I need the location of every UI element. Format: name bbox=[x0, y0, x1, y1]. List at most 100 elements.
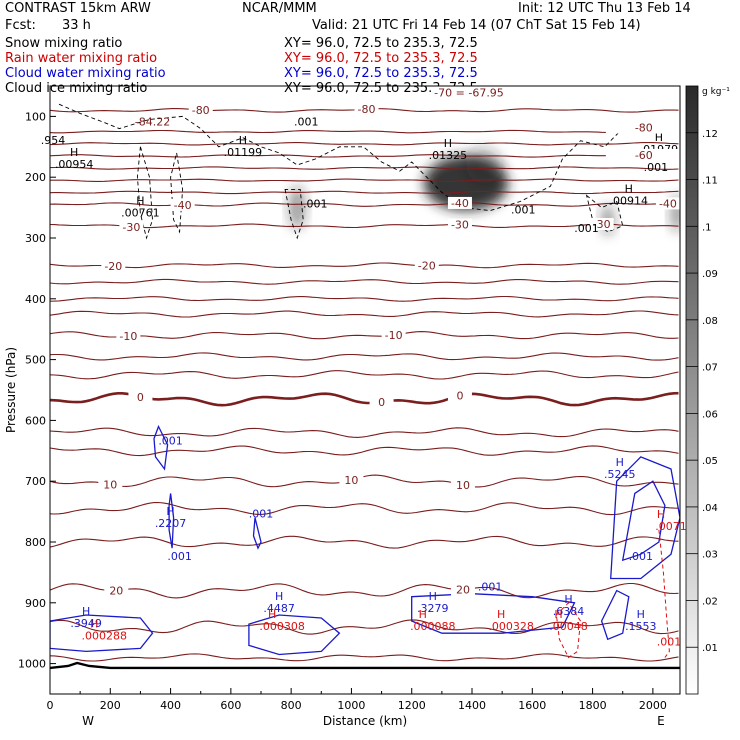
cloud-ice-high-marker-2: H bbox=[70, 146, 78, 159]
isotherm-line-20 bbox=[50, 501, 679, 516]
temp-extreme-bg-0 bbox=[430, 86, 507, 99]
isotherm-label-bg-13-1 bbox=[381, 329, 406, 342]
rain-high-marker-4: H bbox=[554, 608, 562, 621]
isotherm-label-13-1: -10 bbox=[385, 329, 403, 342]
isotherm-line-1 bbox=[50, 129, 679, 134]
colorbar-tick-label-0: .01 bbox=[702, 643, 718, 654]
isotherm-label-bg-8-1 bbox=[447, 218, 472, 231]
rain-high-marker-0: H bbox=[90, 617, 98, 630]
terrain-layer bbox=[50, 661, 680, 670]
cloud-ice-high-value-0: -84.22 bbox=[135, 116, 170, 129]
isotherm-layer bbox=[50, 108, 679, 662]
cloud-ice-high-value-3: .00761 bbox=[121, 207, 160, 220]
cloud-water-high-marker-1: H bbox=[166, 505, 174, 518]
x-tick-label-0: 0 bbox=[47, 699, 54, 712]
cloud-ice-high-marker-4: H bbox=[239, 134, 247, 147]
y-tick-label-4: 500 bbox=[25, 354, 46, 367]
isotherm-label-bg-9-0 bbox=[101, 260, 126, 273]
cloud-ice-high-marker-7: H bbox=[655, 131, 663, 144]
isotherm-line-24 bbox=[50, 653, 679, 662]
isotherm-label-bg-16-2 bbox=[447, 389, 472, 402]
cloud-water-high-marker-3: H bbox=[429, 590, 437, 603]
isotherm-label-8-1: -30 bbox=[451, 219, 469, 232]
isotherm-line-10 bbox=[50, 278, 679, 285]
y-tick-label-3: 400 bbox=[25, 293, 46, 306]
rain-layer bbox=[555, 529, 670, 659]
colorbar-ramp bbox=[685, 85, 699, 695]
isotherm-line-6 bbox=[50, 190, 679, 195]
isotherm-line-16 bbox=[50, 391, 679, 407]
isotherm-label-bg-0-1 bbox=[354, 103, 379, 116]
plot-frame bbox=[49, 85, 681, 695]
isotherm-line-2 bbox=[50, 142, 679, 146]
cloud-ice-contour-2 bbox=[170, 152, 184, 234]
x-tick-label-8: 1600 bbox=[518, 699, 546, 712]
header-model: CONTRAST 15km ARW bbox=[5, 1, 151, 16]
isotherm-label-7-2: -40 bbox=[659, 197, 677, 210]
field-snow-name: Snow mixing ratio bbox=[5, 36, 123, 51]
temp-extreme-bg-2 bbox=[605, 148, 682, 161]
rain-high-marker-2: H bbox=[419, 608, 427, 621]
rain-high-value-3: .000328 bbox=[488, 620, 534, 633]
isotherm-line-19 bbox=[50, 474, 679, 488]
isotherm-label-bg-13-0 bbox=[116, 330, 141, 343]
colorbar-unit: g kg⁻¹ bbox=[702, 87, 730, 97]
y-tick-label-8: 900 bbox=[25, 597, 46, 610]
west-label: W bbox=[82, 714, 94, 728]
cloud-water-high-marker-5: H bbox=[616, 456, 624, 469]
header-fcst-value: 33 h bbox=[62, 18, 91, 33]
temp-extreme-bg-1 bbox=[605, 121, 682, 134]
x-tick-label-5: 1000 bbox=[337, 699, 365, 712]
cloud-ice-label-2: .001 bbox=[511, 204, 536, 217]
rain-contour-1 bbox=[658, 529, 670, 658]
y-tick-label-6: 700 bbox=[25, 475, 46, 488]
isotherm-line-12 bbox=[50, 310, 679, 318]
field-cloudice-name: Cloud ice mixing ratio bbox=[5, 81, 148, 96]
isotherm-label-bg-19-1 bbox=[339, 474, 364, 487]
cloud-water-high-value-6: .1553 bbox=[625, 620, 657, 633]
isotherm-label-bg-16-0 bbox=[128, 390, 153, 403]
cloud-water-contour-8 bbox=[621, 480, 666, 562]
cloud-water-contour-0 bbox=[153, 424, 169, 471]
field-cloudice-xy: XY= 96.0, 72.5 to 235.3, 72.5 bbox=[284, 81, 478, 96]
cloud-water-high-marker-4: H bbox=[564, 593, 572, 606]
cloud-ice-layer bbox=[58, 103, 680, 240]
colorbar-tick-label-5: .06 bbox=[702, 409, 718, 420]
y-tick-label-1: 200 bbox=[25, 171, 46, 184]
cloud-water-label-1: .001 bbox=[167, 550, 192, 563]
cloud-ice-label-1: .001 bbox=[303, 198, 328, 211]
isotherm-label-9-1: -20 bbox=[418, 260, 436, 273]
y-tick-label-9: 1000 bbox=[18, 658, 46, 671]
header-org: NCAR/MMM bbox=[242, 1, 317, 16]
isotherm-label-bg-19-2 bbox=[450, 478, 475, 491]
colorbar-tick-label-2: .03 bbox=[702, 550, 718, 561]
header-fcst-label: Fcst: bbox=[5, 18, 36, 33]
rain-high-value-1: .000308 bbox=[259, 620, 305, 633]
colorbar-tick-label-6: .07 bbox=[702, 363, 718, 374]
cloud-ice-high-value-6: .00914 bbox=[610, 195, 649, 208]
isotherm-line-13 bbox=[50, 331, 679, 340]
cloud-water-high-value-1: .2207 bbox=[155, 517, 187, 530]
cloud-water-high-value-5: .5245 bbox=[604, 468, 636, 481]
isotherm-label-bg-7-0 bbox=[170, 198, 195, 211]
temp-extreme-label-2: -60 bbox=[635, 149, 653, 162]
colorbar-tick-label-10: .11 bbox=[702, 176, 718, 187]
cloud-ice-high-value-4: .01199 bbox=[224, 146, 263, 159]
cloud-ice-label-4: .001 bbox=[644, 161, 669, 174]
y-tick-label-0: 100 bbox=[25, 110, 46, 123]
isotherm-label-0-0: -80 bbox=[192, 104, 210, 117]
cloud-water-contour-3 bbox=[50, 614, 154, 653]
isotherm-label-19-2: 10 bbox=[456, 479, 470, 492]
header-init: Init: 12 UTC Thu 13 Feb 14 bbox=[518, 1, 691, 16]
rain-high-marker-5: H bbox=[657, 508, 665, 521]
isotherm-line-18 bbox=[50, 445, 679, 457]
isotherm-label-19-0: 10 bbox=[103, 478, 117, 491]
isotherm-label-16-0: 0 bbox=[137, 391, 144, 404]
isotherm-label-bg-9-1 bbox=[414, 259, 439, 272]
cloud-ice-label-0: .001 bbox=[294, 116, 319, 129]
cloud-ice-high-marker-3: H bbox=[136, 195, 144, 208]
cloud-ice-high-value-5: .01325 bbox=[429, 149, 468, 162]
cloud-water-high-marker-0: H bbox=[82, 605, 90, 618]
field-rain-xy: XY= 96.0, 72.5 to 235.3, 72.5 bbox=[284, 51, 478, 66]
isotherm-label-0-1: -80 bbox=[358, 103, 376, 116]
